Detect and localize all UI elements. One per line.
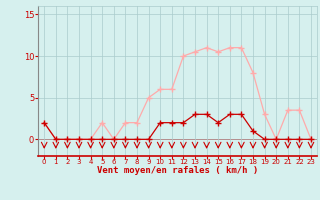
X-axis label: Vent moyen/en rafales ( km/h ): Vent moyen/en rafales ( km/h ) [97, 166, 258, 175]
